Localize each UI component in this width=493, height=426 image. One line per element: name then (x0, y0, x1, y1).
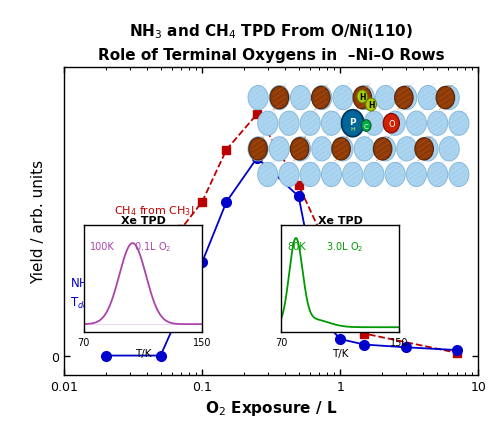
Circle shape (300, 163, 320, 187)
Circle shape (333, 138, 353, 161)
Circle shape (415, 138, 433, 161)
Circle shape (248, 86, 268, 110)
Circle shape (343, 112, 363, 136)
Circle shape (364, 163, 384, 187)
Title: NH$_3$ and CH$_4$ TPD From O/Ni(110)
Role of Terminal Oxygens in  –Ni–O Rows: NH$_3$ and CH$_4$ TPD From O/Ni(110) Rol… (98, 22, 445, 63)
Text: T$_{des}$=400K: T$_{des}$=400K (70, 296, 134, 311)
Circle shape (436, 87, 455, 109)
Circle shape (397, 138, 417, 161)
Circle shape (427, 112, 448, 136)
Circle shape (406, 112, 426, 136)
Circle shape (418, 86, 438, 110)
Circle shape (383, 114, 399, 134)
Text: C: C (364, 123, 369, 129)
Circle shape (312, 138, 332, 161)
Circle shape (321, 112, 342, 136)
Text: 80K: 80K (287, 241, 306, 251)
Circle shape (376, 138, 395, 161)
Circle shape (439, 86, 459, 110)
Text: 3.0L O$_2$: 3.0L O$_2$ (326, 239, 363, 253)
Circle shape (290, 138, 309, 161)
Title: Xe TPD: Xe TPD (317, 215, 363, 225)
Circle shape (258, 112, 278, 136)
X-axis label: O$_2$ Exposure / L: O$_2$ Exposure / L (205, 398, 337, 417)
Y-axis label: Yield / arb. units: Yield / arb. units (31, 160, 46, 283)
Circle shape (269, 86, 289, 110)
Circle shape (321, 163, 342, 187)
Circle shape (366, 99, 377, 112)
X-axis label: T/K: T/K (135, 348, 151, 358)
Circle shape (312, 87, 330, 109)
Circle shape (258, 163, 278, 187)
Circle shape (361, 121, 371, 132)
Circle shape (354, 86, 374, 110)
Circle shape (439, 138, 459, 161)
Circle shape (290, 138, 311, 161)
Circle shape (248, 138, 268, 161)
Circle shape (290, 86, 311, 110)
Circle shape (385, 112, 405, 136)
Circle shape (354, 138, 374, 161)
Circle shape (427, 163, 448, 187)
Circle shape (364, 112, 384, 136)
Text: H: H (359, 93, 366, 102)
Circle shape (333, 86, 353, 110)
Circle shape (406, 163, 426, 187)
Circle shape (342, 110, 364, 138)
Circle shape (449, 163, 469, 187)
Text: CH$_4$ from CH$_3$I: CH$_4$ from CH$_3$I (114, 203, 194, 217)
Circle shape (394, 87, 413, 109)
Title: Xe TPD: Xe TPD (120, 215, 166, 225)
Circle shape (385, 163, 405, 187)
Circle shape (449, 112, 469, 136)
Circle shape (353, 87, 372, 109)
Circle shape (249, 138, 267, 161)
Text: NH$_3$: NH$_3$ (70, 276, 94, 291)
X-axis label: T/K: T/K (332, 348, 349, 358)
Text: H: H (351, 127, 355, 132)
Text: P: P (350, 118, 356, 127)
Circle shape (312, 86, 332, 110)
Circle shape (270, 87, 288, 109)
Circle shape (269, 138, 289, 161)
Circle shape (279, 112, 299, 136)
Text: 0.1L O$_2$: 0.1L O$_2$ (134, 239, 171, 253)
Circle shape (300, 112, 320, 136)
Circle shape (376, 86, 395, 110)
Circle shape (332, 138, 351, 161)
Text: O: O (388, 119, 394, 128)
Circle shape (279, 163, 299, 187)
Text: H: H (368, 101, 374, 110)
Circle shape (343, 163, 363, 187)
Circle shape (418, 138, 438, 161)
Circle shape (373, 138, 392, 161)
Circle shape (357, 91, 368, 104)
Circle shape (397, 86, 417, 110)
Text: 100K: 100K (90, 241, 114, 251)
